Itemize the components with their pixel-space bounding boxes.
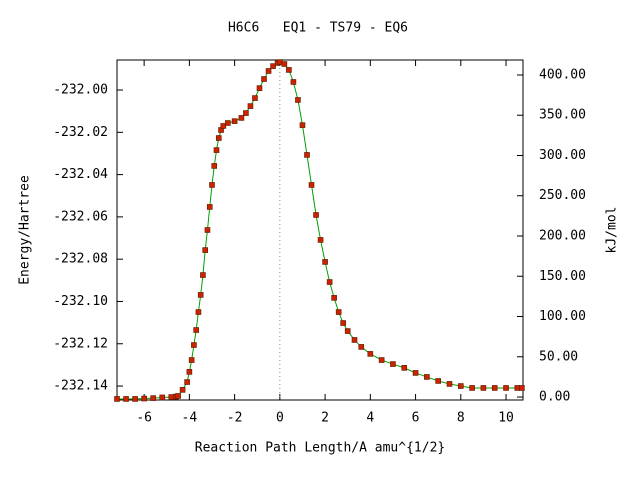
point (213, 147, 220, 153)
point (281, 61, 288, 67)
x-tick-label: 0 (276, 411, 284, 426)
y-tick-label: -232.06 (53, 209, 108, 224)
point (238, 115, 245, 121)
point (412, 370, 419, 376)
point (326, 279, 333, 285)
point (261, 76, 267, 82)
y-tick-label: -232.04 (53, 167, 108, 182)
point (322, 259, 328, 265)
point (193, 327, 199, 333)
y2-tick-label: 350.00 (539, 108, 586, 123)
point (435, 378, 441, 384)
point (331, 295, 337, 301)
point (188, 357, 195, 363)
y-tick-label: -232.08 (53, 252, 108, 267)
point (191, 342, 197, 348)
point (340, 320, 346, 326)
point (186, 369, 193, 375)
point (290, 79, 297, 85)
point (491, 385, 498, 391)
x-tick-label: 2 (321, 411, 329, 426)
point (446, 381, 453, 387)
point (114, 396, 120, 402)
y2-tick-label: 400.00 (539, 67, 586, 82)
x-tick-label: -2 (227, 411, 243, 426)
y2-axis-label: kJ/mol (605, 207, 620, 254)
x-tick-label: 6 (412, 411, 420, 426)
point (195, 309, 202, 315)
point (206, 204, 213, 210)
point (457, 383, 464, 389)
point (304, 152, 310, 158)
x-tick-label: 10 (498, 411, 514, 426)
point (308, 182, 315, 188)
point (317, 237, 324, 243)
x-tick-label: 4 (366, 411, 374, 426)
point (480, 385, 487, 391)
point (299, 122, 306, 128)
point (367, 351, 374, 357)
chart-title: H6C6 EQ1 - TS79 - EQ6 (228, 21, 408, 36)
point (225, 120, 231, 126)
point (265, 68, 272, 74)
point (503, 385, 509, 391)
y-tick-label: -232.00 (53, 83, 108, 98)
point (286, 67, 292, 73)
x-tick-label: -6 (136, 411, 152, 426)
point (358, 344, 365, 350)
point (231, 118, 238, 124)
point (313, 212, 319, 218)
point (469, 385, 475, 391)
point (220, 123, 227, 129)
point (270, 63, 276, 69)
x-axis-label: Reaction Path Length/A amu^{1/2} (195, 441, 445, 456)
point (204, 227, 211, 233)
point (351, 337, 358, 343)
point (295, 97, 301, 103)
y2-tick-label: 0.00 (539, 390, 570, 405)
y-tick-label: -232.12 (53, 336, 108, 351)
point (202, 247, 209, 253)
y2-tick-label: 250.00 (539, 188, 586, 203)
point (159, 394, 166, 401)
point (141, 395, 147, 402)
y2-tick-label: 150.00 (539, 269, 586, 284)
y-tick-label: -232.02 (53, 125, 108, 140)
y2-tick-label: 50.00 (539, 349, 578, 364)
point (390, 361, 396, 367)
plot-frame (116, 59, 524, 401)
point (424, 374, 430, 380)
point (252, 95, 258, 101)
y2-tick-label: 300.00 (539, 148, 586, 163)
point (215, 135, 222, 141)
y2-tick-label: 100.00 (539, 309, 586, 324)
point (211, 163, 218, 169)
y-axis-label: Energy/Hartree (18, 175, 33, 285)
point (344, 328, 351, 334)
point (132, 396, 138, 402)
y-tick-label: -232.10 (53, 294, 108, 309)
point (175, 393, 181, 399)
point (247, 103, 254, 109)
point (378, 357, 385, 363)
point (150, 395, 156, 401)
point (179, 387, 186, 393)
y2-tick-label: 200.00 (539, 228, 586, 243)
point (519, 385, 525, 391)
point (401, 365, 408, 371)
point (184, 379, 190, 385)
point (197, 292, 204, 298)
point (200, 272, 206, 278)
x-tick-label: -4 (182, 411, 198, 426)
point (123, 396, 129, 402)
point (256, 85, 263, 91)
point (243, 110, 249, 116)
point (209, 182, 215, 188)
y-tick-label: -232.14 (53, 379, 108, 394)
point (335, 309, 342, 315)
x-tick-label: 8 (457, 411, 465, 426)
